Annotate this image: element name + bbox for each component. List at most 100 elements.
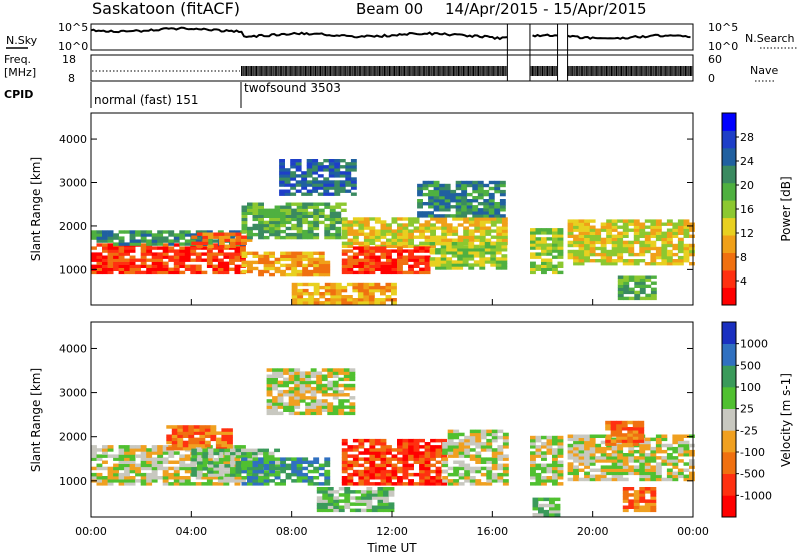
power-cell xyxy=(450,192,457,197)
power-cell xyxy=(358,244,365,248)
velocity-cell xyxy=(458,460,465,464)
power-cell xyxy=(501,232,508,236)
velocity-cell xyxy=(299,396,306,400)
velocity-cell xyxy=(327,368,334,372)
power-cell xyxy=(146,258,153,262)
power-cell xyxy=(541,231,547,235)
velocity-cell xyxy=(310,389,317,394)
power-cell xyxy=(435,238,442,242)
power-cell xyxy=(124,230,130,234)
power-cell xyxy=(369,241,376,245)
velocity-cell xyxy=(644,508,651,513)
velocity-cell xyxy=(535,479,542,483)
power-cell xyxy=(451,263,458,267)
power-cell xyxy=(118,249,125,253)
power-cell xyxy=(312,162,319,166)
power-cell xyxy=(151,267,158,271)
velocity-cell xyxy=(146,448,153,452)
power-cell xyxy=(297,292,304,296)
velocity-cell xyxy=(650,499,657,503)
velocity-cell xyxy=(113,466,119,471)
power-cell xyxy=(488,208,495,212)
power-cell xyxy=(578,252,585,257)
velocity-cell xyxy=(195,476,202,480)
power-cell xyxy=(168,258,175,262)
velocity-cell xyxy=(530,463,536,468)
power-cell xyxy=(369,264,376,268)
velocity-cell xyxy=(573,440,579,445)
power-cell xyxy=(335,298,342,302)
power-cell xyxy=(285,272,292,277)
power-cell xyxy=(689,225,695,229)
velocity-cell xyxy=(344,487,351,491)
power-cell xyxy=(435,263,441,267)
power-cell xyxy=(306,180,313,184)
power-cell xyxy=(280,217,286,222)
velocity-cell xyxy=(191,470,198,474)
power-cell xyxy=(363,258,370,262)
power-cell xyxy=(162,236,169,240)
power-cell xyxy=(535,231,542,235)
velocity-cell xyxy=(321,399,328,403)
velocity-cell xyxy=(96,454,103,458)
power-cell xyxy=(462,260,469,264)
velocity-cell xyxy=(497,479,504,483)
power-cell xyxy=(444,189,451,194)
power-cell xyxy=(622,225,629,229)
power-cell xyxy=(490,254,497,258)
velocity-cell xyxy=(666,471,673,476)
velocity-cell xyxy=(263,470,269,474)
power-cell xyxy=(369,235,376,239)
velocity-cell xyxy=(383,496,389,500)
velocity-cell xyxy=(475,454,482,458)
velocity-cell xyxy=(532,497,539,502)
cpid-mode-normal: normal (fast) 151 xyxy=(94,93,198,107)
velocity-cell xyxy=(316,499,323,503)
velocity-cell xyxy=(497,472,504,477)
velocity-cell xyxy=(650,508,657,513)
power-cell xyxy=(157,236,164,240)
power-cell xyxy=(280,235,286,240)
power-cell xyxy=(419,258,425,262)
power-cell xyxy=(466,180,473,185)
power-cell xyxy=(589,249,596,254)
velocity-cell xyxy=(475,457,482,461)
velocity-cell xyxy=(377,508,384,513)
power-cell xyxy=(584,246,590,251)
velocity-cell xyxy=(541,435,547,440)
power-cell xyxy=(324,226,331,231)
noise-tick-bottom-right: 10^0 xyxy=(708,40,738,53)
power-cell xyxy=(334,165,341,169)
power-cell xyxy=(499,192,506,197)
power-cell xyxy=(368,285,375,290)
power-cell xyxy=(217,261,224,265)
velocity-cell xyxy=(573,449,579,454)
power-cell xyxy=(584,228,590,232)
velocity-cell xyxy=(322,502,329,506)
velocity-cell xyxy=(257,473,264,477)
velocity-cell xyxy=(213,467,220,471)
velocity-cell xyxy=(578,456,585,460)
power-cell xyxy=(252,266,259,271)
power-cell xyxy=(639,249,646,254)
power-cell xyxy=(184,255,191,259)
velocity-cell xyxy=(402,451,409,455)
velocity-cell xyxy=(349,396,356,400)
power-cell xyxy=(313,217,320,222)
power-cell xyxy=(655,219,662,223)
power-cell xyxy=(107,252,114,256)
velocity-cell xyxy=(386,482,392,486)
velocity-cell xyxy=(217,482,224,486)
power-cell xyxy=(179,249,186,253)
power-cell xyxy=(567,231,574,235)
power-cell xyxy=(296,214,303,218)
power-cell xyxy=(118,255,125,259)
power-cell xyxy=(474,220,481,224)
power-cell xyxy=(488,202,495,206)
power-cell xyxy=(346,295,353,299)
power-cell xyxy=(386,258,392,262)
power-cell xyxy=(530,240,536,244)
velocity-cell xyxy=(644,505,651,509)
power-cell xyxy=(391,232,398,236)
velocity-cell xyxy=(650,477,657,482)
